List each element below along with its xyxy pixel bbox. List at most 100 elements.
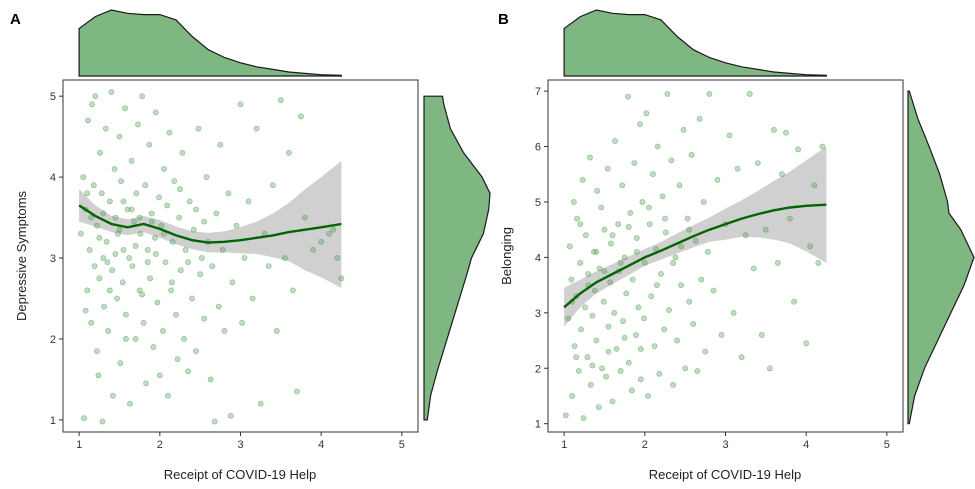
data-point [169, 238, 176, 245]
data-point [147, 275, 153, 282]
data-point [338, 275, 345, 282]
data-point [608, 240, 614, 247]
data-point [100, 255, 107, 261]
data-point [164, 202, 170, 209]
y-marginal-density-b [907, 90, 975, 425]
data-point [185, 259, 191, 265]
data-point [144, 246, 151, 253]
data-point [118, 178, 124, 184]
data-point [289, 287, 296, 294]
data-point [198, 255, 205, 261]
data-point [154, 299, 161, 306]
data-point [651, 343, 658, 349]
data-point [603, 373, 609, 380]
data-point [106, 287, 113, 294]
x-marginal-density-a [78, 9, 342, 77]
x-tick-label: 5 [884, 439, 890, 451]
data-point [686, 226, 693, 233]
data-point [85, 117, 91, 124]
data-point [664, 91, 671, 97]
data-point [203, 174, 210, 180]
x-tick-label: 1 [76, 439, 82, 451]
data-point [645, 393, 651, 399]
data-point [791, 298, 797, 305]
data-point [201, 218, 208, 225]
data-point [609, 232, 616, 239]
x-tick-label: 4 [803, 439, 809, 451]
data-point [661, 326, 668, 333]
data-point [139, 291, 145, 298]
data-point [578, 326, 584, 333]
data-point [146, 141, 153, 148]
points-b [562, 91, 826, 421]
points-a [77, 89, 345, 425]
data-point [116, 226, 123, 233]
panel-a: A 1 2 3 4 5 1 2 3 4 5 Receipt of COVID-19 Help D… [10, 9, 491, 482]
data-point [237, 101, 244, 108]
data-point [150, 344, 157, 350]
data-point [95, 372, 102, 379]
data-point [112, 214, 119, 221]
data-point [605, 323, 612, 330]
data-point [181, 335, 187, 342]
y-tick-label: 6 [535, 142, 541, 154]
data-point [601, 226, 608, 233]
data-point [127, 400, 133, 407]
data-point [132, 242, 139, 249]
y-tick-label: 4 [535, 252, 541, 264]
data-point [627, 210, 634, 216]
data-point [89, 101, 95, 108]
x-tick-label: 3 [722, 439, 728, 451]
data-point [109, 267, 116, 274]
x-marginal-density-b [563, 9, 827, 77]
data-point [599, 365, 605, 372]
data-point [631, 160, 638, 166]
x-axis-a: 1 2 3 4 5 [76, 432, 405, 451]
data-point [619, 182, 626, 189]
data-point [88, 319, 95, 326]
data-point [654, 282, 660, 288]
smooth-line-b [563, 203, 827, 309]
data-point [710, 287, 717, 294]
data-point [676, 182, 683, 189]
data-point [585, 271, 592, 277]
data-point [694, 368, 701, 374]
data-point [249, 295, 256, 302]
x-tick-label: 1 [561, 439, 567, 451]
data-point [273, 327, 280, 334]
data-point [302, 214, 308, 221]
data-point [575, 368, 582, 374]
data-point [207, 376, 214, 383]
data-point [637, 121, 643, 128]
data-point [99, 418, 106, 425]
data-point [310, 246, 316, 253]
data-point [162, 259, 169, 265]
data-point [601, 268, 608, 275]
data-point [330, 226, 337, 233]
panel-b: B 1 2 3 4 5 1 2 3 4 5 6 7 Receipt of COVID-19 Help… [498, 9, 975, 482]
confidence-band-a [79, 160, 342, 288]
data-point [156, 372, 163, 379]
panel-letter-a: A [10, 11, 21, 28]
plot-area-a [62, 79, 419, 433]
data-point [620, 318, 626, 324]
data-point [605, 348, 612, 355]
data-point [641, 315, 647, 322]
data-point [108, 89, 115, 95]
data-point [142, 182, 149, 189]
data-point [177, 186, 183, 193]
data-point [807, 243, 814, 250]
data-point [803, 340, 810, 347]
data-point [148, 218, 155, 225]
data-point [132, 335, 139, 342]
data-point [688, 151, 695, 158]
data-point [103, 238, 110, 245]
data-point [650, 171, 656, 178]
data-point [233, 222, 240, 229]
data-point [659, 193, 666, 200]
data-point [754, 160, 761, 166]
data-point [767, 365, 773, 372]
data-point [105, 327, 112, 334]
ci-band-a [79, 160, 342, 288]
data-point [217, 141, 224, 148]
